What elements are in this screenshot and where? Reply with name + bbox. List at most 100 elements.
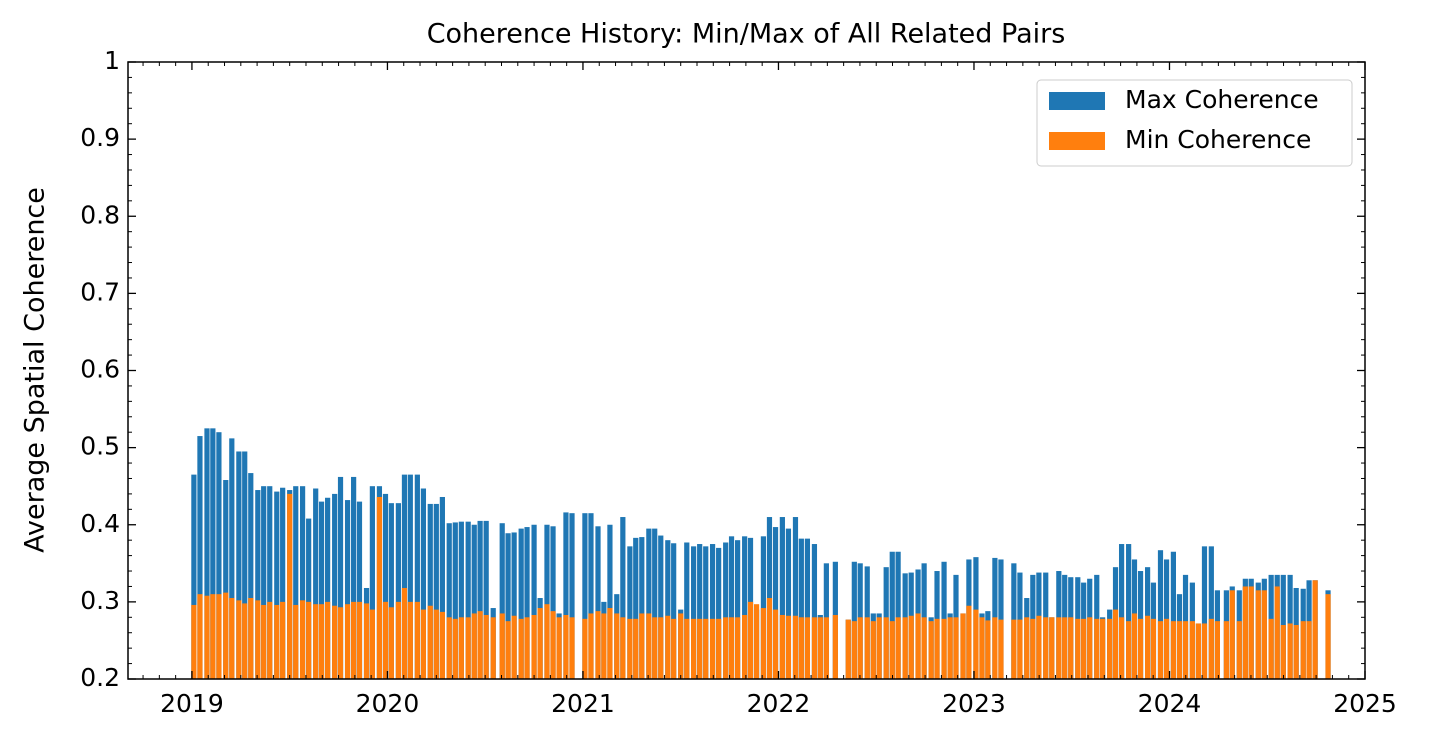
bar xyxy=(204,428,210,679)
bar xyxy=(407,474,413,679)
bar xyxy=(511,615,517,679)
bar xyxy=(537,608,543,679)
bar xyxy=(823,617,829,679)
bar xyxy=(607,524,613,679)
bar xyxy=(531,614,537,679)
bar xyxy=(204,595,210,679)
bar xyxy=(477,520,483,679)
bar xyxy=(1144,615,1151,679)
bar xyxy=(216,594,222,679)
bar xyxy=(851,561,857,679)
bar xyxy=(785,528,792,679)
bar xyxy=(772,527,779,679)
bar xyxy=(490,617,496,679)
bar xyxy=(595,611,601,679)
bar xyxy=(563,512,569,679)
bar xyxy=(197,436,203,679)
bar xyxy=(1300,621,1306,679)
bar xyxy=(785,615,792,679)
bar xyxy=(388,607,394,679)
bar xyxy=(779,614,785,679)
bar xyxy=(652,617,658,679)
bar xyxy=(697,544,703,679)
bar xyxy=(998,619,1004,679)
bar xyxy=(798,617,804,679)
bar xyxy=(639,537,645,679)
bar xyxy=(223,592,229,679)
bar xyxy=(427,503,433,679)
bar xyxy=(709,544,716,679)
bar xyxy=(646,613,652,679)
bar xyxy=(563,614,569,679)
bar xyxy=(1163,618,1170,679)
bar xyxy=(255,490,261,679)
bar xyxy=(229,598,235,679)
bar xyxy=(934,618,940,679)
bar xyxy=(337,476,344,679)
bar xyxy=(902,617,908,679)
bar xyxy=(439,496,445,679)
bar xyxy=(446,617,452,679)
bar xyxy=(1112,609,1119,679)
bar xyxy=(518,528,524,679)
bar xyxy=(620,517,626,679)
bar xyxy=(261,604,267,679)
bar xyxy=(287,493,293,679)
bar xyxy=(895,551,901,679)
bar xyxy=(1208,546,1214,679)
bar xyxy=(639,613,645,679)
bar xyxy=(921,617,927,679)
bar xyxy=(985,620,991,679)
bar xyxy=(1043,617,1049,679)
bar xyxy=(376,496,383,679)
bar xyxy=(299,486,306,679)
bar xyxy=(723,542,729,679)
bar xyxy=(1056,617,1062,679)
bar xyxy=(1274,586,1280,679)
bar xyxy=(216,432,222,679)
bar xyxy=(248,473,254,679)
bar xyxy=(524,527,530,679)
y-tick-label: 0.6 xyxy=(80,355,120,384)
y-tick-label: 1 xyxy=(104,46,120,75)
bar xyxy=(1049,617,1055,679)
bar xyxy=(728,617,735,679)
bar xyxy=(280,601,286,679)
bar xyxy=(1201,623,1208,679)
x-tick-label: 2020 xyxy=(356,689,420,718)
bar xyxy=(511,532,517,679)
bar xyxy=(665,540,671,679)
bar xyxy=(1107,618,1113,679)
bar xyxy=(1268,618,1274,679)
bar xyxy=(1242,586,1248,679)
bar xyxy=(1094,618,1100,679)
x-tick-label: 2021 xyxy=(551,689,615,718)
bar xyxy=(1126,544,1132,679)
bar xyxy=(505,621,511,679)
bar xyxy=(267,486,273,679)
bar xyxy=(804,617,811,679)
bar xyxy=(569,513,575,679)
bar xyxy=(1306,621,1312,679)
bar xyxy=(356,501,363,679)
bar xyxy=(652,528,658,679)
bar xyxy=(325,497,331,679)
bar xyxy=(792,615,799,679)
bar xyxy=(1280,625,1286,679)
bar xyxy=(363,603,370,679)
bar xyxy=(1176,621,1183,679)
bar xyxy=(1068,617,1074,679)
bar xyxy=(1182,621,1189,679)
bar xyxy=(703,546,709,679)
bar xyxy=(382,493,389,679)
legend-swatch xyxy=(1049,92,1105,110)
x-tick-label: 2019 xyxy=(160,689,224,718)
bar xyxy=(1075,618,1081,679)
bar xyxy=(332,493,338,679)
bar xyxy=(465,617,471,679)
bar xyxy=(332,605,338,679)
bar xyxy=(1255,590,1261,679)
bar xyxy=(1208,618,1214,679)
bar xyxy=(401,587,408,679)
bar xyxy=(452,618,458,679)
